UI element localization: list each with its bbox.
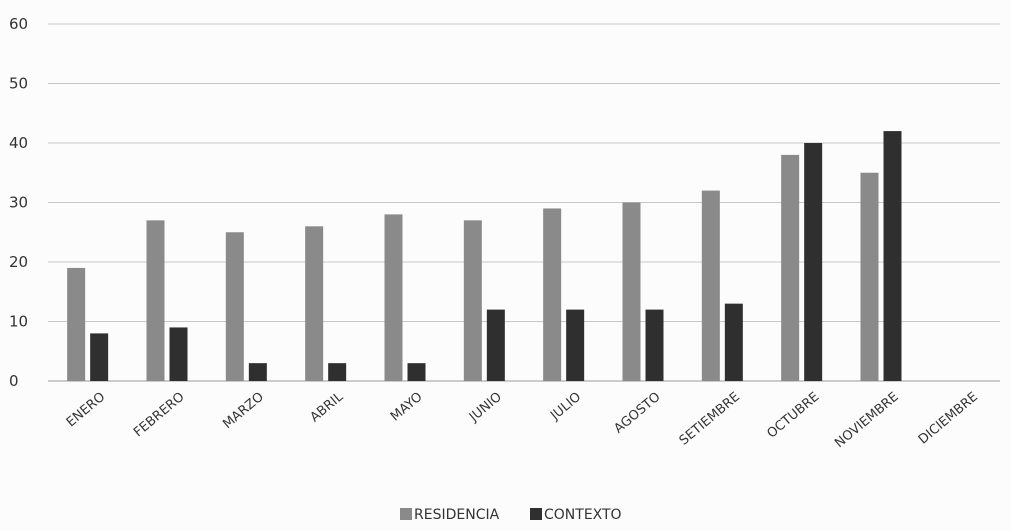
- x-tick-label: AGOSTO: [611, 390, 663, 437]
- x-tick-label: ENERO: [64, 390, 108, 431]
- bar-residencia-marzo: [225, 232, 244, 381]
- bar-contexto-noviembre: [883, 131, 902, 381]
- bar-residencia-noviembre: [860, 172, 879, 381]
- bar-contexto-setiembre: [724, 303, 743, 381]
- y-tick-label: 20: [9, 253, 28, 271]
- bar-contexto-julio: [566, 309, 585, 381]
- bar-residencia-setiembre: [701, 190, 720, 381]
- x-tick-label: JULIO: [547, 390, 584, 424]
- y-tick-label: 0: [9, 372, 19, 390]
- legend-swatch: [530, 508, 542, 520]
- x-tick-label: JUNIO: [466, 390, 505, 426]
- bar-residencia-octubre: [781, 154, 800, 381]
- legend-label: RESIDENCIA: [414, 507, 500, 523]
- bar-contexto-octubre: [804, 143, 823, 381]
- x-tick-label: SETIEMBRE: [677, 390, 743, 449]
- legend-label: CONTEXTO: [544, 507, 622, 523]
- bar-residencia-mayo: [384, 214, 403, 381]
- bar-contexto-agosto: [645, 309, 664, 381]
- x-tick-label: FEBRERO: [131, 390, 187, 441]
- bar-residencia-enero: [67, 267, 86, 381]
- bar-contexto-abril: [328, 363, 347, 381]
- bar-residencia-julio: [543, 208, 562, 381]
- bar-residencia-agosto: [622, 202, 641, 381]
- bar-residencia-junio: [463, 220, 482, 381]
- y-tick-label: 60: [9, 15, 28, 33]
- bar-contexto-enero: [90, 333, 109, 381]
- bar-contexto-febrero: [169, 327, 188, 381]
- bar-contexto-junio: [486, 309, 505, 381]
- y-tick-label: 50: [9, 75, 28, 93]
- x-tick-label: ABRIL: [308, 389, 347, 425]
- y-tick-label: 30: [9, 194, 28, 212]
- x-tick-label: NOVIEMBRE: [832, 390, 901, 452]
- legend-swatch: [400, 508, 412, 520]
- y-tick-label: 10: [9, 313, 28, 331]
- y-tick-label: 40: [9, 134, 28, 152]
- x-tick-label: DICIEMBRE: [916, 390, 981, 448]
- x-tick-label: MARZO: [220, 390, 267, 433]
- bar-contexto-marzo: [248, 363, 267, 381]
- bar-residencia-febrero: [146, 220, 165, 381]
- bar-residencia-abril: [305, 226, 324, 381]
- x-tick-label: MAYO: [388, 390, 426, 425]
- x-tick-label: OCTUBRE: [764, 390, 822, 442]
- bar-contexto-mayo: [407, 363, 426, 381]
